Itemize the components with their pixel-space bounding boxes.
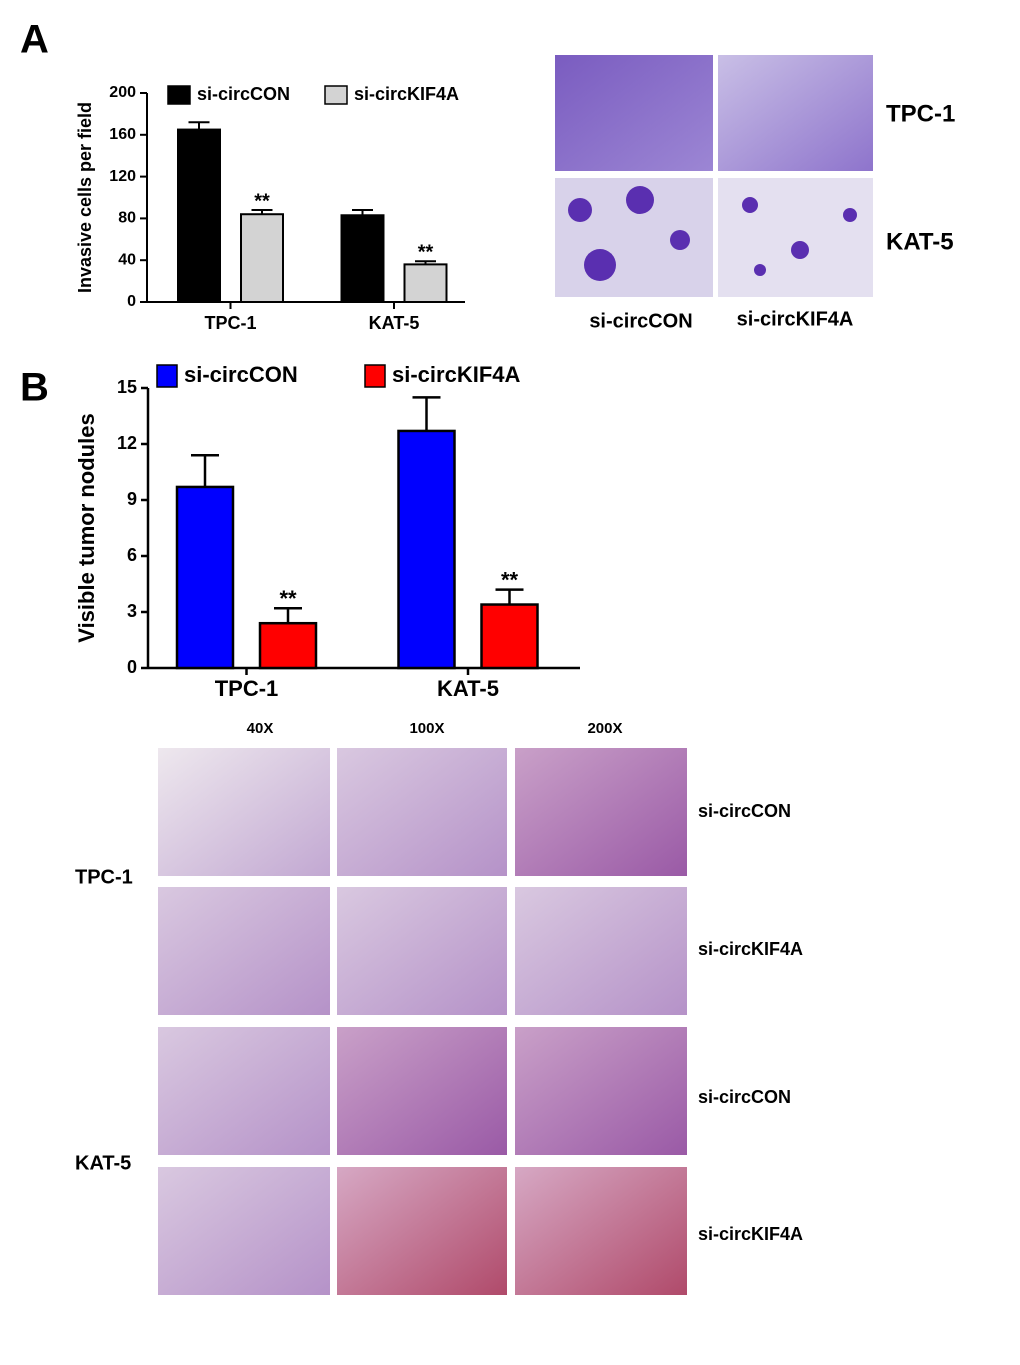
significance: ** <box>279 586 297 611</box>
bar <box>397 429 456 670</box>
column-label: si-circKIF4A <box>737 308 854 330</box>
y-tick-label: 9 <box>127 489 137 509</box>
y-tick-label: 0 <box>127 293 136 310</box>
legend-swatch <box>364 364 386 388</box>
panel-label: A <box>20 18 49 62</box>
x-tick-label: TPC-1 <box>204 313 256 333</box>
column-label: 100X <box>409 720 444 737</box>
bar <box>177 128 221 303</box>
x-tick-label: KAT-5 <box>437 676 499 701</box>
panel-label: B <box>20 366 49 410</box>
legend-label: si-circCON <box>197 84 290 104</box>
group-label: si-circKIF4A <box>698 939 803 959</box>
column-label: 200X <box>587 720 622 737</box>
bar <box>175 485 235 670</box>
group-label: si-circCON <box>698 1087 791 1107</box>
y-tick-label: 3 <box>127 601 137 621</box>
y-tick-label: 120 <box>109 168 136 185</box>
group-label: si-circKIF4A <box>698 1224 803 1244</box>
x-tick-label: TPC-1 <box>215 676 279 701</box>
legend-label: si-circKIF4A <box>392 362 520 387</box>
y-axis-label: Visible tumor nodules <box>74 413 99 642</box>
significance: ** <box>501 567 519 592</box>
legend-label: si-circCON <box>184 362 298 387</box>
bar <box>340 214 385 303</box>
bar <box>480 603 539 670</box>
cell-clusters <box>568 186 857 281</box>
micrograph <box>718 55 873 171</box>
y-tick-label: 80 <box>118 210 136 227</box>
micrograph <box>555 55 713 171</box>
micrograph <box>718 178 873 297</box>
y-tick-label: 160 <box>109 126 136 143</box>
group-label: si-circCON <box>698 801 791 821</box>
x-tick-label: KAT-5 <box>369 313 420 333</box>
y-tick-label: 200 <box>109 84 136 101</box>
legend-label: si-circKIF4A <box>354 84 459 104</box>
y-tick-label: 40 <box>118 251 136 268</box>
y-axis-label: Invasive cells per field <box>75 102 95 293</box>
y-tick-label: 15 <box>117 377 137 397</box>
significance: ** <box>418 242 434 264</box>
y-tick-label: 12 <box>117 433 137 453</box>
significance: ** <box>254 190 270 212</box>
row-label: KAT-5 <box>886 228 954 255</box>
legend-swatch <box>167 85 191 105</box>
bar <box>403 263 448 304</box>
y-tick-label: 6 <box>127 545 137 565</box>
bar <box>240 213 284 303</box>
y-tick-label: 0 <box>127 657 137 677</box>
cell-line-label: KAT-5 <box>75 1152 131 1174</box>
legend-swatch <box>156 364 178 388</box>
cell-line-label: TPC-1 <box>75 866 133 888</box>
column-label: 40X <box>247 720 274 737</box>
bar <box>258 621 318 670</box>
histology-grid <box>158 748 687 1295</box>
legend-swatch <box>324 85 348 105</box>
row-label: TPC-1 <box>886 100 955 127</box>
column-label: si-circCON <box>589 310 692 332</box>
